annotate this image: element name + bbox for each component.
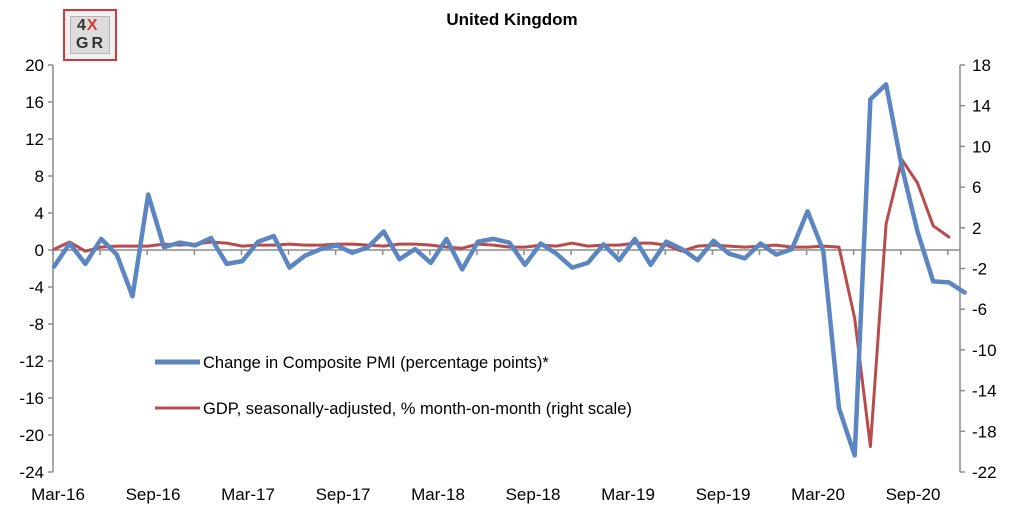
left-tick-label: -16 bbox=[19, 389, 44, 408]
left-tick-label: -8 bbox=[29, 315, 44, 334]
left-tick-label: -12 bbox=[19, 352, 44, 371]
x-tick-label: Sep-20 bbox=[886, 485, 941, 504]
right-tick-label: 2 bbox=[972, 219, 981, 238]
right-tick-label: -22 bbox=[972, 463, 997, 482]
series-line-pmi bbox=[51, 82, 967, 458]
x-tick-label: Sep-18 bbox=[506, 485, 561, 504]
left-tick-label: 12 bbox=[25, 130, 44, 149]
right-tick-label: -2 bbox=[972, 260, 987, 279]
legend-label-pmi: Change in Composite PMI (percentage poin… bbox=[203, 354, 549, 372]
logo-text-top: 4X bbox=[77, 18, 99, 34]
left-tick-label: 16 bbox=[25, 93, 44, 112]
legend-label-gdp: GDP, seasonally-adjusted, % month-on-mon… bbox=[203, 400, 632, 418]
right-tick-label: -18 bbox=[972, 422, 997, 441]
logo-badge: 4X GR bbox=[63, 9, 117, 61]
right-tick-label: 6 bbox=[972, 178, 981, 197]
left-tick-label: 20 bbox=[25, 56, 44, 75]
legend: Change in Composite PMI (percentage poin… bbox=[155, 354, 632, 418]
x-axis: Mar-16 Sep-16 Mar-17 Sep-17 Mar-18 Sep-18 Mar-… bbox=[31, 249, 960, 504]
x-tick-label: Mar-18 bbox=[411, 485, 465, 504]
right-axis: 18 14 10 6 2 -2 -6 -10 -14 -18 -22 bbox=[959, 56, 997, 482]
x-tick-label: Mar-20 bbox=[791, 485, 845, 504]
logo-accent: X bbox=[86, 17, 99, 34]
left-tick-label: 4 bbox=[35, 204, 44, 223]
right-tick-label: 18 bbox=[972, 56, 991, 75]
x-tick-label: Sep-17 bbox=[316, 485, 371, 504]
right-tick-label: -10 bbox=[972, 341, 997, 360]
right-tick-label: -6 bbox=[972, 300, 987, 319]
right-tick-label: 14 bbox=[972, 97, 991, 116]
series-layer bbox=[51, 82, 967, 458]
logo-text-bottom: GR bbox=[76, 35, 106, 52]
x-tick-label: Mar-17 bbox=[221, 485, 275, 504]
left-tick-label: -4 bbox=[29, 278, 44, 297]
left-tick-label: 8 bbox=[35, 167, 44, 186]
x-tick-label: Sep-16 bbox=[126, 485, 181, 504]
chart-title: United Kingdom bbox=[446, 10, 578, 29]
left-axis: 20 16 12 8 4 0 -4 -8 -12 -16 -20 -24 bbox=[19, 56, 54, 482]
logo-inner bbox=[70, 16, 110, 54]
logo-digit: 4 bbox=[77, 17, 87, 34]
left-tick-label: -24 bbox=[19, 463, 44, 482]
left-tick-label: 0 bbox=[35, 241, 44, 260]
left-tick-label: -20 bbox=[19, 426, 44, 445]
x-tick-label: Sep-19 bbox=[696, 485, 751, 504]
x-tick-label: Mar-19 bbox=[601, 485, 655, 504]
right-tick-label: 10 bbox=[972, 137, 991, 156]
right-tick-label: -14 bbox=[972, 382, 997, 401]
x-tick-label: Mar-16 bbox=[31, 485, 85, 504]
